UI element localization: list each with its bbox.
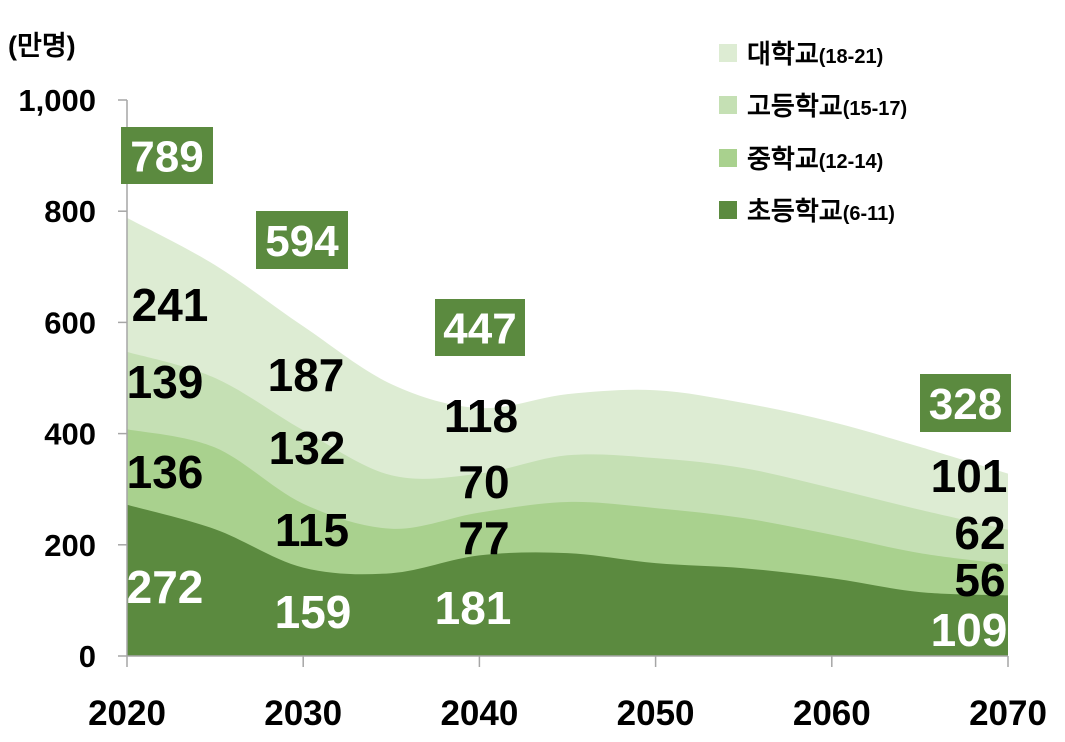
data-label-elementary-2020: 272 bbox=[127, 561, 204, 613]
axes bbox=[118, 99, 1009, 667]
data-label-university-2040: 118 bbox=[444, 390, 518, 442]
legend-series-name: 초등학교 bbox=[747, 196, 843, 226]
y-tick-label: 200 bbox=[44, 528, 96, 563]
area-layers bbox=[127, 217, 1008, 656]
data-label-university-2070: 101 bbox=[931, 450, 1008, 502]
legend-label-middle-school: 중학교(12-14) bbox=[747, 144, 883, 174]
legend-item-high-school: 고등학교(15-17) bbox=[719, 91, 907, 121]
legend-age-range: (6-11) bbox=[843, 203, 895, 225]
legend-swatch-elementary bbox=[719, 201, 737, 219]
total-labels: 789 594 447 328 bbox=[121, 127, 1011, 432]
legend-label-high-school: 고등학교(15-17) bbox=[747, 91, 907, 121]
x-tick-label: 2020 bbox=[88, 694, 166, 733]
y-tick-label: 800 bbox=[44, 194, 96, 229]
area-elementary bbox=[127, 504, 1008, 656]
data-label-high-school-2070: 62 bbox=[954, 507, 1005, 559]
y-axis-tick-labels: 0 200 400 600 800 1,000 bbox=[18, 83, 96, 674]
total-label-2020: 789 bbox=[130, 133, 203, 182]
x-tick-label: 2060 bbox=[793, 694, 871, 733]
data-label-middle-school-2070: 56 bbox=[954, 554, 1005, 606]
x-axis-tick-labels: 2020 2030 2040 2050 2060 2070 bbox=[88, 694, 1047, 733]
legend-age-range: (12-14) bbox=[819, 151, 883, 173]
legend-label-university: 대학교(18-21) bbox=[747, 39, 883, 69]
y-tick-label: 1,000 bbox=[18, 83, 96, 118]
total-box-2070: 328 bbox=[920, 374, 1011, 432]
total-label-2030: 594 bbox=[265, 217, 339, 266]
data-label-high-school-2040: 70 bbox=[458, 456, 509, 508]
legend-age-range: (18-21) bbox=[819, 46, 883, 68]
legend-item-middle-school: 중학교(12-14) bbox=[719, 144, 883, 174]
data-label-elementary-2040: 181 bbox=[435, 582, 512, 634]
legend: 대학교(18-21) 고등학교(15-17) 중학교(12-14) 초등학교(6… bbox=[719, 39, 907, 226]
total-box-background bbox=[920, 374, 1011, 432]
y-tick-label: 600 bbox=[44, 305, 96, 340]
total-box-2040: 447 bbox=[435, 299, 525, 356]
legend-age-range: (15-17) bbox=[843, 98, 907, 120]
legend-label-elementary: 초등학교(6-11) bbox=[747, 196, 895, 226]
total-box-background bbox=[256, 211, 348, 269]
total-label-2070: 328 bbox=[929, 380, 1002, 429]
legend-series-name: 고등학교 bbox=[747, 91, 843, 121]
data-label-middle-school-2030: 115 bbox=[275, 504, 349, 556]
legend-swatch-high-school bbox=[719, 96, 737, 114]
y-tick-label: 400 bbox=[44, 417, 96, 452]
data-label-elementary-2070: 109 bbox=[931, 604, 1008, 656]
data-label-middle-school-2020: 136 bbox=[127, 446, 204, 498]
total-box-2020: 789 bbox=[121, 127, 213, 184]
total-label-2040: 447 bbox=[443, 305, 516, 354]
legend-series-name: 대학교 bbox=[747, 39, 819, 69]
data-label-high-school-2030: 132 bbox=[269, 422, 346, 474]
legend-swatch-university bbox=[719, 44, 737, 62]
x-tick-label: 2070 bbox=[969, 694, 1047, 733]
x-tick-label: 2050 bbox=[617, 694, 695, 733]
unit-label: (만명) bbox=[8, 31, 76, 61]
legend-swatch-middle-school bbox=[719, 149, 737, 167]
data-label-high-school-2020: 139 bbox=[127, 356, 204, 408]
data-label-middle-school-2040: 77 bbox=[458, 512, 509, 564]
y-tick-label: 0 bbox=[79, 639, 96, 674]
total-box-background bbox=[435, 299, 525, 356]
data-label-university-2020: 241 bbox=[132, 279, 209, 331]
data-label-university-2030: 187 bbox=[268, 349, 345, 401]
x-tick-label: 2040 bbox=[440, 694, 518, 733]
legend-item-university: 대학교(18-21) bbox=[719, 39, 883, 69]
total-box-2030: 594 bbox=[256, 211, 348, 269]
data-label-elementary-2030: 159 bbox=[275, 586, 352, 638]
legend-series-name: 중학교 bbox=[747, 144, 819, 174]
total-box-background bbox=[121, 127, 213, 184]
x-tick-label: 2030 bbox=[264, 694, 342, 733]
legend-item-elementary: 초등학교(6-11) bbox=[719, 196, 895, 226]
